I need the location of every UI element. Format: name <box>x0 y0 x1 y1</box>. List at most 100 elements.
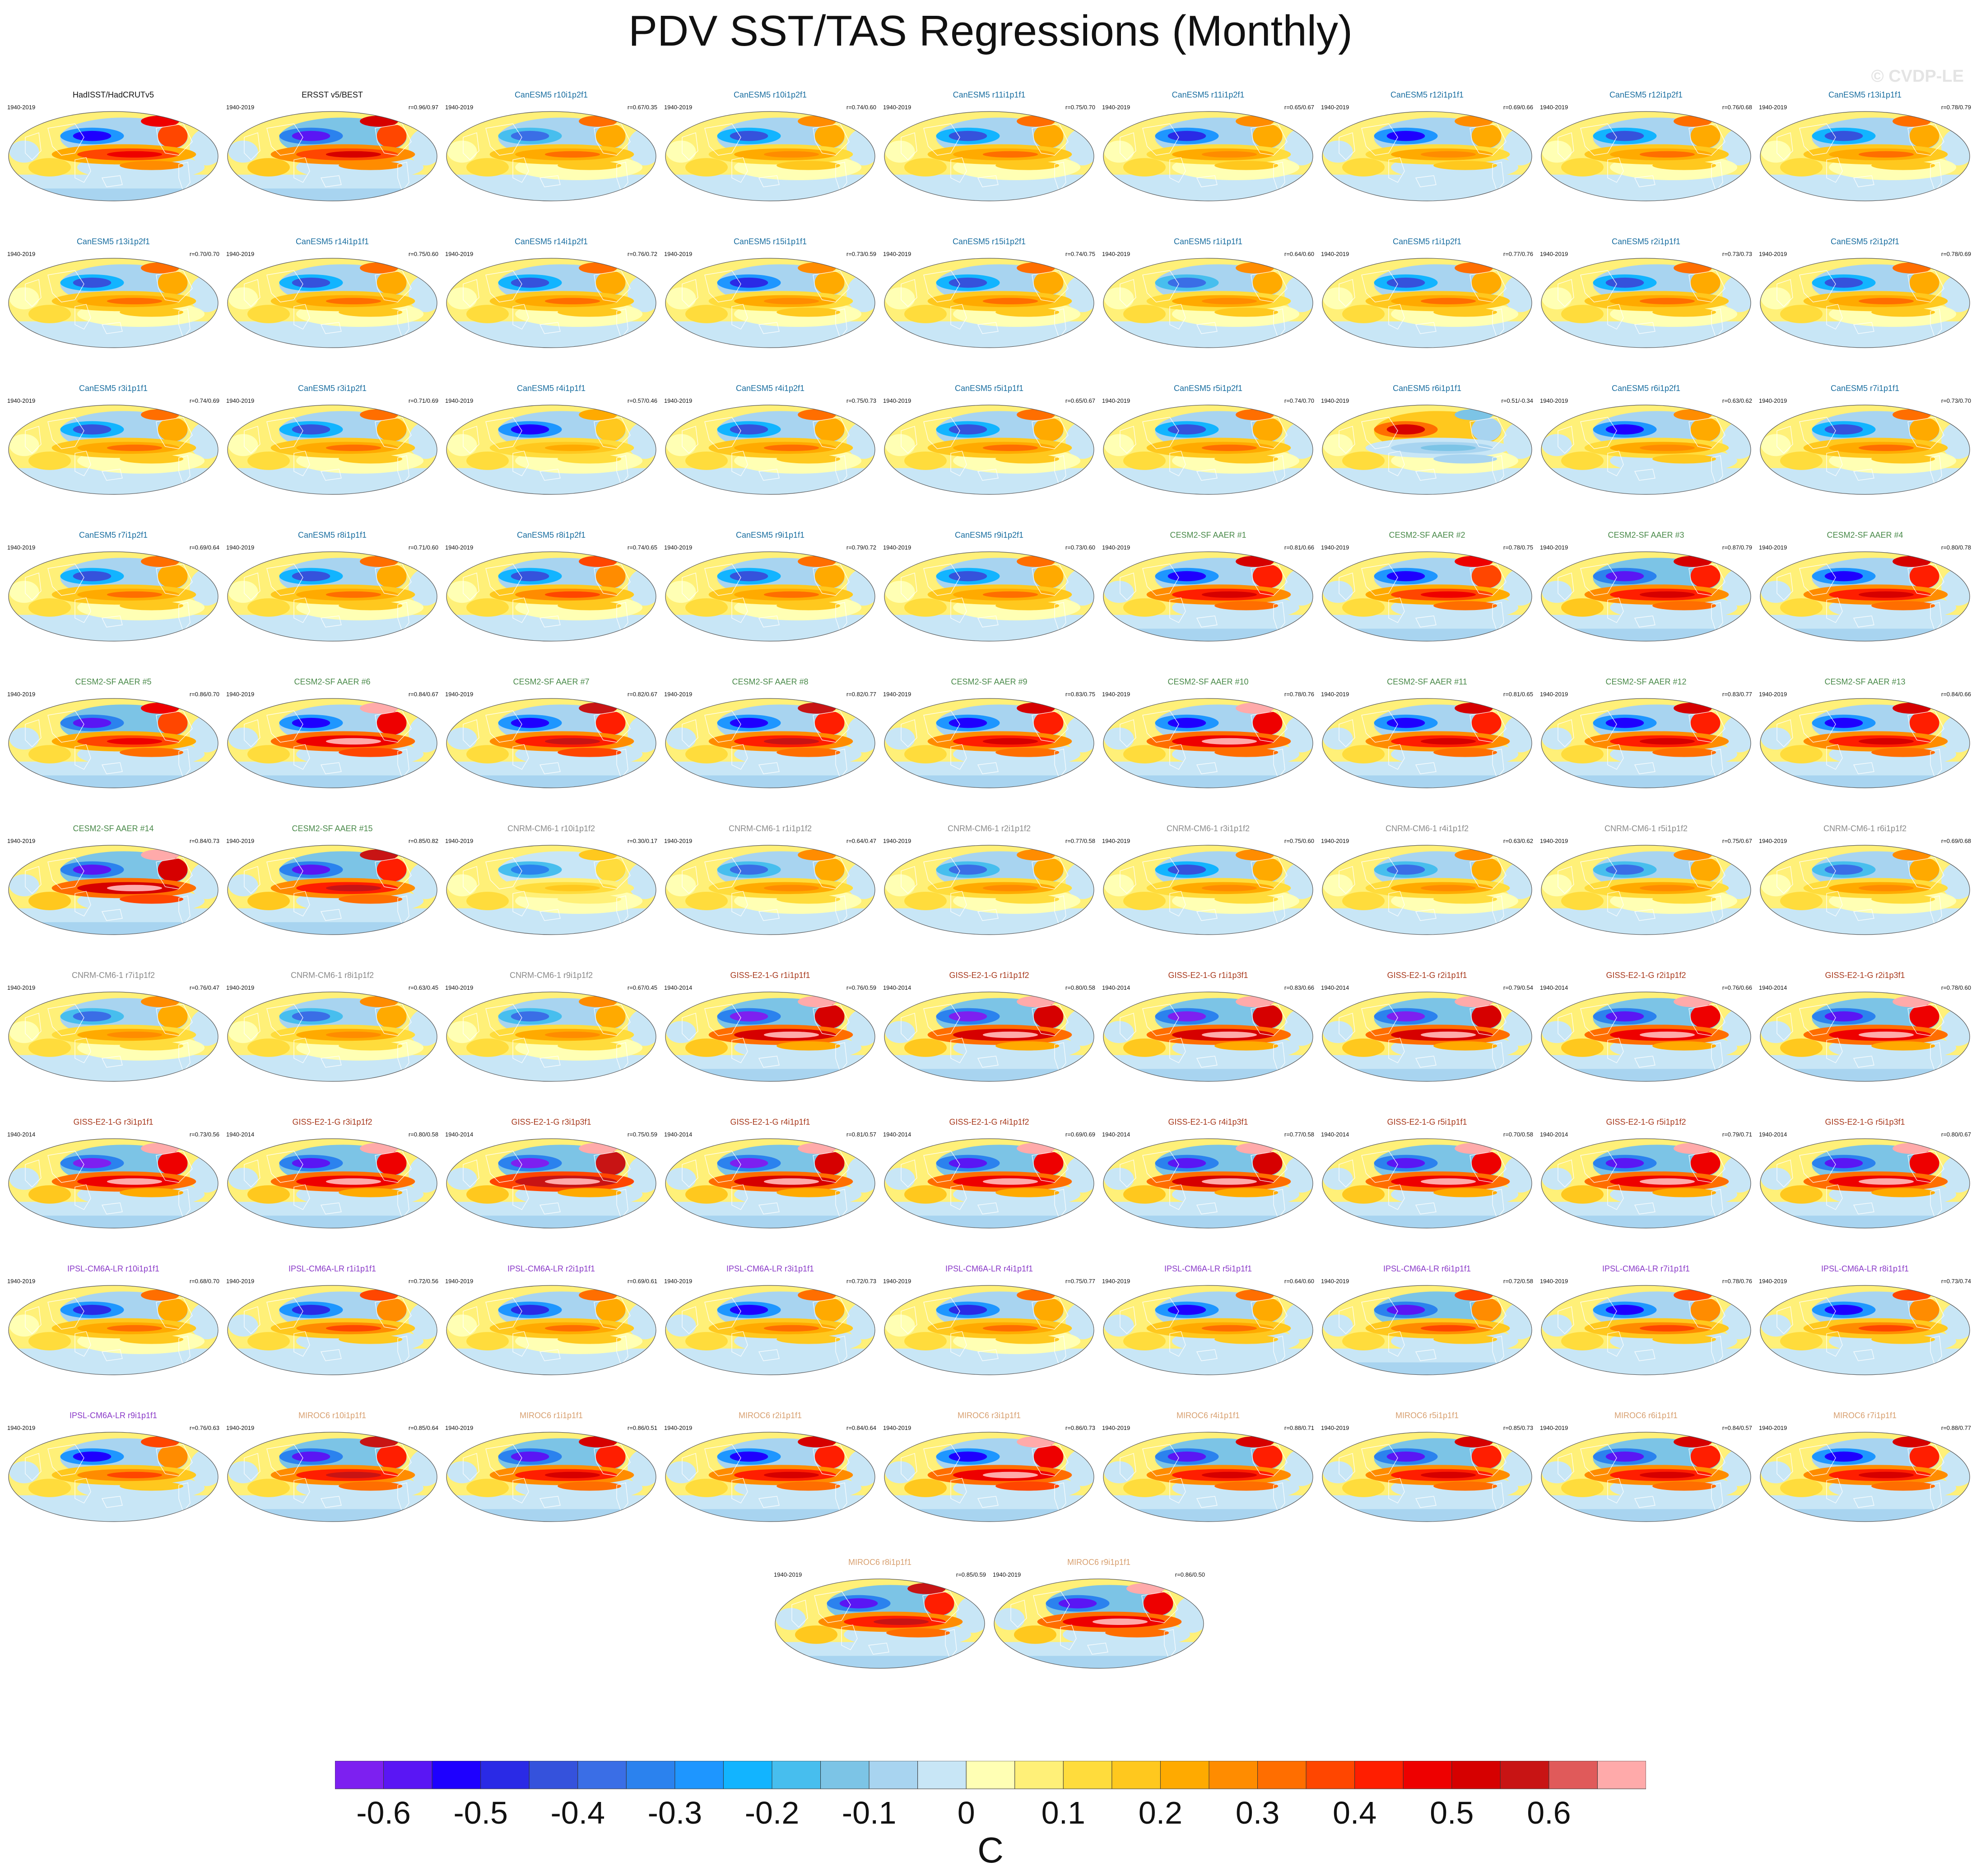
regression-map <box>884 992 1094 1082</box>
colorbar-swatch <box>820 1761 870 1789</box>
regression-map <box>1541 405 1751 495</box>
panel-correlation: r=0.80/0.58 <box>1065 984 1095 991</box>
regression-map <box>1760 1432 1970 1522</box>
map-panel: IPSL-CM6A-LR r2i1p1f1 1940-2019 r=0.69/0.6… <box>445 1264 657 1377</box>
map-panel: GISS-E2-1-G r3i1p3f1 1940-2014 r=0.75/0.59 <box>445 1117 657 1230</box>
panel-title: CESM2-SF AAER #6 <box>294 677 371 686</box>
regression-map <box>884 698 1094 788</box>
panel-title: IPSL-CM6A-LR r7i1p1f1 <box>1602 1264 1690 1273</box>
panel-years: 1940-2019 <box>226 1278 255 1285</box>
regression-map <box>1103 1285 1313 1375</box>
panel-correlation: r=0.76/0.68 <box>1722 104 1752 111</box>
panel-years: 1940-2019 <box>226 984 255 991</box>
map-panel: CanESM5 r12i1p2f1 1940-2019 r=0.76/0.68 <box>1540 90 1752 203</box>
panel-correlation: r=0.79/0.72 <box>846 544 876 551</box>
panel-title: CanESM5 r12i1p1f1 <box>1390 90 1464 99</box>
regression-map <box>1103 845 1313 935</box>
panel-correlation: r=0.96/0.97 <box>408 104 438 111</box>
colorbar-tick-label: 0.5 <box>1430 1795 1474 1830</box>
colorbar-swatch <box>917 1761 967 1789</box>
panel-title: CanESM5 r13i1p2f1 <box>76 237 150 246</box>
regression-map <box>1103 111 1313 201</box>
regression-map <box>227 405 437 495</box>
regression-map <box>1760 992 1970 1082</box>
colorbar-swatch <box>1403 1761 1452 1789</box>
panel-correlation: r=0.85/0.64 <box>408 1424 438 1431</box>
regression-map <box>1322 1138 1532 1229</box>
panel-years: 1940-2019 <box>883 104 911 111</box>
map-panel: CESM2-SF AAER #14 1940-2019 r=0.84/0.73 <box>7 824 219 937</box>
map-panel: IPSL-CM6A-LR r6i1p1f1 1940-2019 r=0.72/0.5… <box>1321 1264 1533 1377</box>
panel-years: 1940-2019 <box>226 544 255 551</box>
panel-title: CanESM5 r2i1p2f1 <box>1830 237 1900 246</box>
panel-years: 1940-2014 <box>664 984 693 991</box>
panel-years: 1940-2014 <box>226 1131 255 1138</box>
panel-correlation: r=0.63/0.62 <box>1722 397 1752 404</box>
map-panel: CanESM5 r1i1p2f1 1940-2019 r=0.77/0.76 <box>1321 237 1533 350</box>
panel-title: CanESM5 r4i1p1f1 <box>516 384 586 393</box>
regression-map <box>8 405 219 495</box>
regression-map <box>1103 405 1313 495</box>
panel-correlation: r=0.73/0.59 <box>846 251 876 257</box>
panel-title: CanESM5 r1i1p2f1 <box>1392 237 1462 246</box>
panel-years: 1940-2019 <box>1321 691 1349 698</box>
panel-years: 1940-2014 <box>7 1131 36 1138</box>
regression-map <box>775 1578 985 1669</box>
panel-years: 1940-2019 <box>1321 397 1349 404</box>
regression-map <box>1760 1138 1970 1229</box>
map-panel: CanESM5 r6i1p1f1 1940-2019 r=0.51/-0.34 <box>1321 384 1533 497</box>
panel-correlation: r=0.76/0.66 <box>1722 984 1752 991</box>
panel-years: 1940-2019 <box>1102 691 1130 698</box>
map-panel: CanESM5 r14i1p1f1 1940-2019 r=0.75/0.60 <box>226 237 438 350</box>
map-panel: CNRM-CM6-1 r9i1p1f2 1940-2019 r=0.67/0.45 <box>445 971 657 1084</box>
panel-years: 1940-2019 <box>226 397 255 404</box>
regression-map <box>446 258 656 348</box>
panel-years: 1940-2019 <box>7 838 36 844</box>
panel-correlation: r=0.68/0.70 <box>189 1278 219 1285</box>
panel-years: 1940-2019 <box>1540 691 1568 698</box>
regression-map <box>665 845 875 935</box>
regression-map <box>227 992 437 1082</box>
map-panel: CanESM5 r3i1p2f1 1940-2019 r=0.71/0.69 <box>226 384 438 497</box>
map-panel: IPSL-CM6A-LR r8i1p1f1 1940-2019 r=0.73/0.7… <box>1759 1264 1971 1377</box>
map-panel: GISS-E2-1-G r3i1p1f1 1940-2014 r=0.73/0.56 <box>7 1117 219 1230</box>
regression-map <box>1541 1138 1751 1229</box>
panel-years: 1940-2019 <box>1540 397 1568 404</box>
regression-map <box>1103 1138 1313 1229</box>
panel-title: CanESM5 r8i1p1f1 <box>298 531 367 540</box>
regression-map <box>446 111 656 201</box>
panel-correlation: r=0.82/0.77 <box>846 691 876 698</box>
regression-map <box>446 992 656 1082</box>
map-panel: CNRM-CM6-1 r5i1p1f2 1940-2019 r=0.75/0.67 <box>1540 824 1752 937</box>
panel-years: 1940-2019 <box>883 1278 911 1285</box>
panel-correlation: r=0.85/0.82 <box>408 838 438 844</box>
colorbar-swatch <box>1549 1761 1598 1789</box>
regression-map <box>1760 1285 1970 1375</box>
panel-title: CanESM5 r6i1p1f1 <box>1392 384 1462 393</box>
regression-map <box>1103 698 1313 788</box>
panel-years: 1940-2019 <box>445 984 474 991</box>
panel-years: 1940-2019 <box>1102 397 1130 404</box>
map-panel: MIROC6 r9i1p1f1 1940-2019 r=0.86/0.50 <box>993 1558 1205 1671</box>
panel-years: 1940-2019 <box>1102 838 1130 844</box>
map-panel: CanESM5 r14i1p2f1 1940-2019 r=0.76/0.72 <box>445 237 657 350</box>
panel-years: 1940-2019 <box>883 544 911 551</box>
map-panel: GISS-E2-1-G r4i1p1f1 1940-2014 r=0.81/0.57 <box>664 1117 876 1230</box>
colorbar-tick-label: 0 <box>957 1795 975 1830</box>
panel-years: 1940-2019 <box>883 251 911 257</box>
colorbar-swatch <box>772 1761 821 1789</box>
panel-years: 1940-2019 <box>1759 838 1787 844</box>
colorbar-swatch <box>1500 1761 1549 1789</box>
colorbar-swatch <box>1160 1761 1209 1789</box>
panel-title: GISS-E2-1-G r4i1p3f1 <box>1168 1117 1248 1127</box>
panel-years: 1940-2019 <box>445 691 474 698</box>
panel-title: GISS-E2-1-G r1i1p3f1 <box>1168 971 1248 980</box>
panel-years: 1940-2019 <box>883 1424 911 1431</box>
map-panel: CanESM5 r2i1p1f1 1940-2019 r=0.73/0.73 <box>1540 237 1752 350</box>
panel-years: 1940-2019 <box>7 104 36 111</box>
panel-years: 1940-2019 <box>7 691 36 698</box>
panel-correlation: r=0.88/0.77 <box>1941 1424 1971 1431</box>
panel-years: 1940-2014 <box>1759 984 1787 991</box>
panel-correlation: r=0.84/0.57 <box>1722 1424 1752 1431</box>
